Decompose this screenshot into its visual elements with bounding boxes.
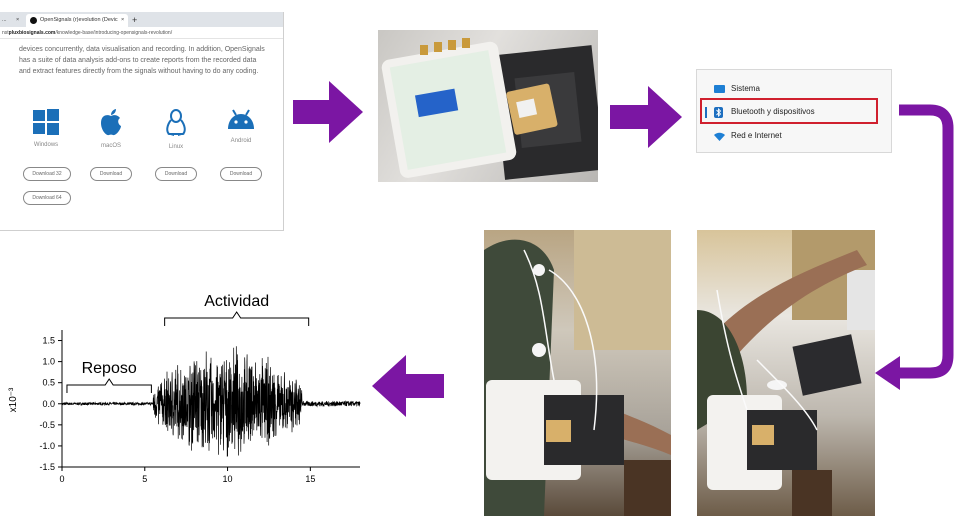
site-favicon-icon — [30, 17, 37, 24]
plot-area: 1.5 1.0 0.5 0.0 -0.5 -1.0 -1.5 0 5 10 15 — [39, 311, 361, 484]
url-prefix: nst — [2, 30, 9, 36]
y-tick-label: -1.5 — [39, 462, 55, 472]
bluetooth-highlight-box — [700, 98, 878, 124]
os-label: Windows — [33, 142, 59, 148]
monitor-icon — [714, 85, 725, 93]
x-tick-label: 15 — [305, 474, 315, 484]
settings-item-red[interactable]: Red e Internet — [697, 126, 893, 146]
annotation-actividad: Actividad — [204, 293, 269, 310]
url-host: pluxbiosignals.com — [8, 30, 56, 36]
x-tick-label: 5 — [142, 474, 147, 484]
emg-signal-chart: 1.5 1.0 0.5 0.0 -0.5 -1.0 -1.5 0 5 10 15 x10⁻³ Rep… — [8, 293, 361, 484]
os-android[interactable]: Android — [216, 109, 266, 144]
windows-settings-menu: Sistema Bluetooth y dispositivos Red e I… — [696, 69, 892, 153]
tab-previous[interactable]: ... — [2, 17, 7, 23]
bluetooth-icon — [714, 107, 723, 118]
settings-item-label: Sistema — [731, 84, 760, 93]
y-axis-label: x10⁻³ — [8, 387, 19, 412]
y-tick-label: -1.0 — [39, 441, 55, 451]
browser-tab-bar: ... × OpenSignals (r)evolution (Devic × … — [0, 12, 283, 27]
download-linux-button[interactable]: Download — [155, 167, 197, 181]
flow-arrow-right-2 — [610, 86, 682, 148]
bracket-reposo — [66, 378, 152, 393]
os-label: Linux — [168, 144, 184, 150]
os-linux[interactable]: Linux — [151, 109, 201, 150]
tab-title: OpenSignals (r)evolution (Devic — [40, 17, 118, 23]
address-bar[interactable]: nstpluxbiosignals.com/knowledge-base/int… — [0, 27, 283, 39]
selection-indicator — [705, 107, 707, 118]
y-tick-label: 0.0 — [42, 399, 55, 409]
settings-item-label: Bluetooth y dispositivos — [731, 107, 815, 116]
close-icon[interactable]: × — [16, 17, 20, 23]
download-win32-button[interactable]: Download 32 — [23, 167, 71, 181]
os-label: Android — [230, 138, 252, 144]
download-win64-button[interactable]: Download 64 — [23, 191, 71, 205]
flow-arrow-left — [372, 355, 444, 417]
windows-icon — [33, 109, 59, 135]
electrode-arm-active-photo — [697, 230, 875, 516]
opensignals-download-screenshot: ... × OpenSignals (r)evolution (Devic × … — [0, 12, 284, 231]
url-path: /knowledge-base/introducing-opensignals-… — [55, 30, 173, 36]
close-icon[interactable]: × — [121, 17, 125, 23]
os-windows[interactable]: Windows — [21, 109, 71, 148]
electrode-arm-rest-photo — [484, 230, 671, 516]
new-tab-icon[interactable]: + — [132, 15, 138, 25]
linux-icon — [166, 109, 186, 136]
wifi-icon — [714, 132, 725, 141]
apple-icon — [101, 109, 121, 136]
settings-item-bluetooth[interactable]: Bluetooth y dispositivos — [697, 102, 893, 122]
os-macos[interactable]: macOS — [86, 109, 136, 149]
x-tick-label: 0 — [59, 474, 64, 484]
y-tick-label: -0.5 — [39, 420, 55, 430]
download-android-button[interactable]: Download — [220, 167, 262, 181]
flow-arrow-elbow — [875, 104, 954, 390]
page-description: devices concurrently, data visualisation… — [19, 46, 265, 75]
settings-item-sistema[interactable]: Sistema — [697, 79, 893, 99]
os-label: macOS — [100, 143, 121, 149]
android-icon — [228, 109, 254, 129]
download-mac-button[interactable]: Download — [90, 167, 132, 181]
settings-item-label: Red e Internet — [731, 131, 782, 140]
x-tick-label: 10 — [223, 474, 233, 484]
y-tick-label: 1.5 — [42, 336, 55, 346]
y-tick-label: 0.5 — [42, 378, 55, 388]
annotation-reposo: Reposo — [82, 360, 137, 377]
emg-signal-line — [61, 346, 361, 457]
y-tick-label: 1.0 — [42, 357, 55, 367]
flow-arrow-right-1 — [293, 81, 363, 143]
bracket-actividad — [164, 311, 310, 326]
tab-opensignals[interactable]: OpenSignals (r)evolution (Devic — [26, 14, 128, 27]
sensor-board-photo — [378, 30, 598, 182]
